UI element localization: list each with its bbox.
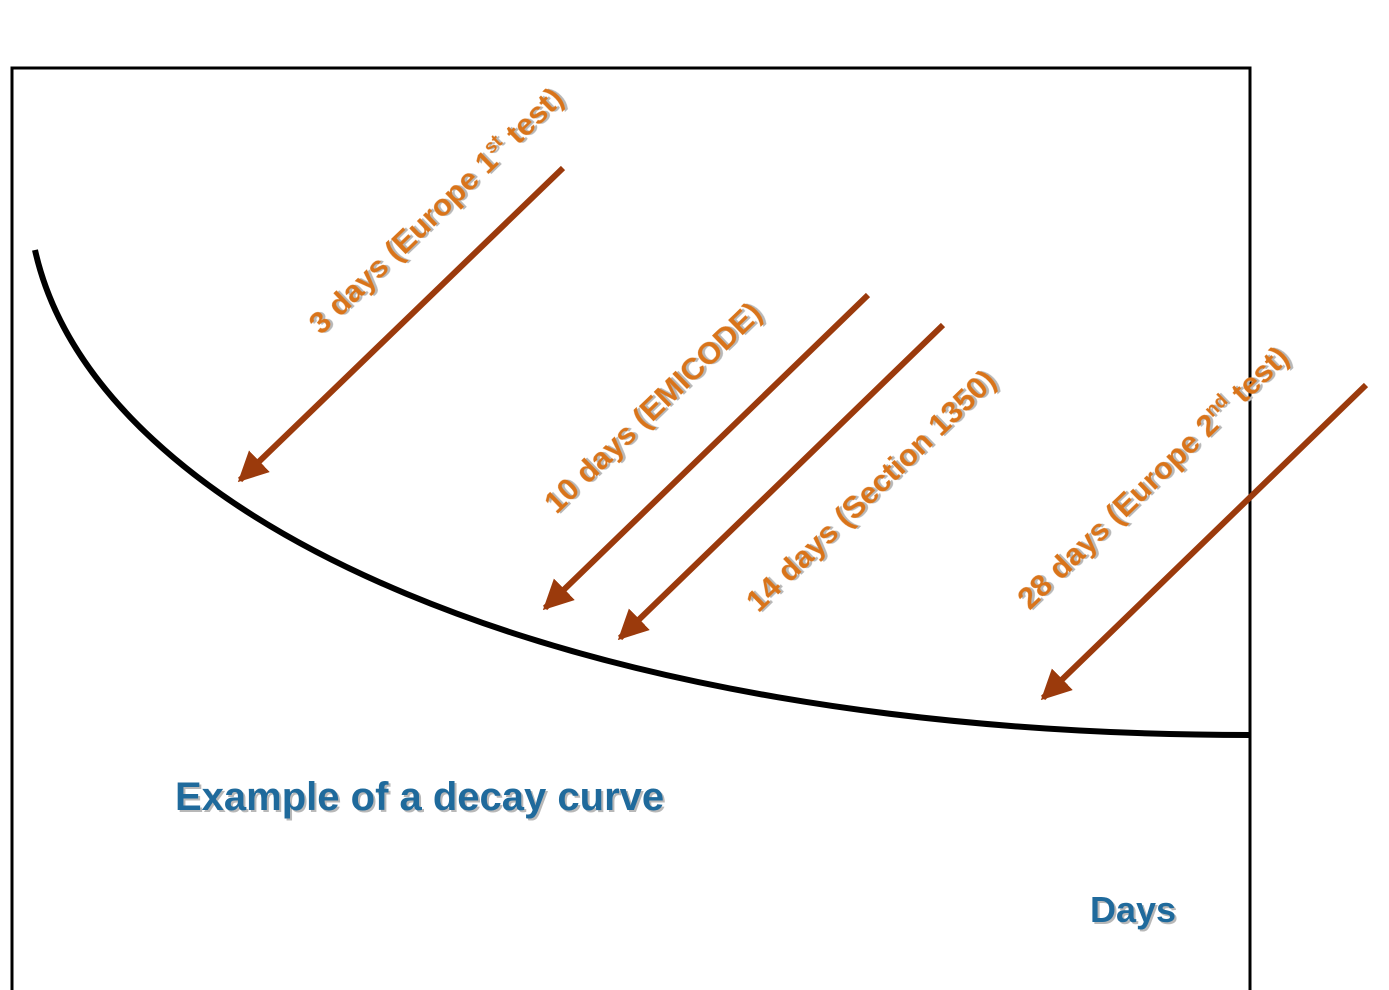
axis-label: Days [1090, 889, 1176, 930]
annotation-text: 14 days (Section 1350) [739, 362, 1003, 618]
annotation: 10 days (EMICODE) [537, 295, 768, 520]
annotation-text: 28 days (Europe 2 [1010, 406, 1225, 616]
title: Example of a decay curve [175, 775, 664, 819]
annotation-text: 3 days (Europe 1 [302, 143, 505, 341]
annotation: 3 days (Europe 1st test) [302, 80, 570, 341]
frame [10, 66, 1252, 990]
arrow [237, 165, 566, 483]
annotation: 14 days (Section 1350) [739, 362, 1003, 618]
annotation-text: 10 days (EMICODE) [537, 295, 768, 520]
decay-curve [32, 249, 1251, 738]
arrow [617, 322, 946, 641]
arrow [1040, 382, 1369, 701]
arrows [237, 165, 1369, 701]
annotation: 28 days (Europe 2nd test) [1010, 339, 1295, 616]
arrow [542, 292, 871, 611]
